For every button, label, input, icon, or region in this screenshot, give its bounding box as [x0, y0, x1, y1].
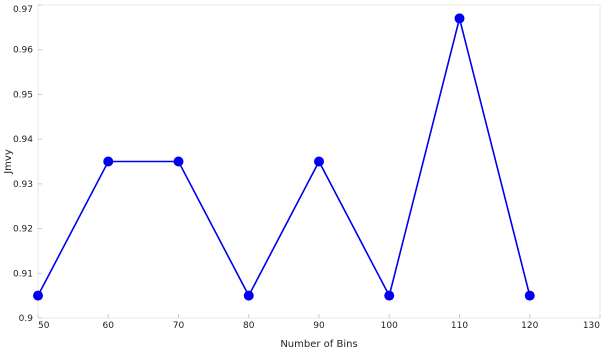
x-tick-label: 50 — [38, 321, 50, 331]
x-tick-label: 110 — [451, 321, 468, 331]
x-tick-label: 100 — [381, 321, 398, 331]
x-tick-label: 130 — [583, 321, 600, 331]
y-axis-label: Jmvy — [3, 149, 14, 175]
y-tick-label: 0.94 — [13, 135, 33, 145]
x-tick-label: 120 — [521, 321, 538, 331]
x-tick-label: 90 — [313, 321, 325, 331]
series-layer — [33, 13, 535, 301]
y-tick-label: 0.92 — [13, 225, 33, 235]
y-tick-label: 0.97 — [13, 5, 33, 15]
data-point — [524, 290, 535, 301]
x-axis-label: Number of Bins — [280, 339, 357, 349]
y-tick-label: 0.91 — [13, 269, 33, 279]
x-tick-label: 80 — [243, 321, 255, 331]
data-point — [33, 290, 43, 301]
data-point — [173, 156, 184, 167]
y-tick-label: 0.9 — [19, 314, 34, 324]
data-point — [454, 13, 465, 24]
data-point — [243, 290, 254, 301]
y-tick-label: 0.93 — [13, 180, 33, 190]
y-tick-label: 0.95 — [13, 90, 33, 100]
axis-ticks: 50 60 70 80 90 100 110 120 130 0.9 0.91 0.92 0.93 0.9… — [13, 4, 601, 331]
data-point — [314, 156, 324, 167]
series-line — [37, 18, 531, 298]
x-tick-label: 60 — [103, 321, 115, 331]
data-point — [384, 290, 395, 301]
data-point — [103, 156, 114, 167]
x-tick-label: 70 — [173, 321, 185, 331]
y-tick-label: 0.96 — [13, 46, 33, 56]
